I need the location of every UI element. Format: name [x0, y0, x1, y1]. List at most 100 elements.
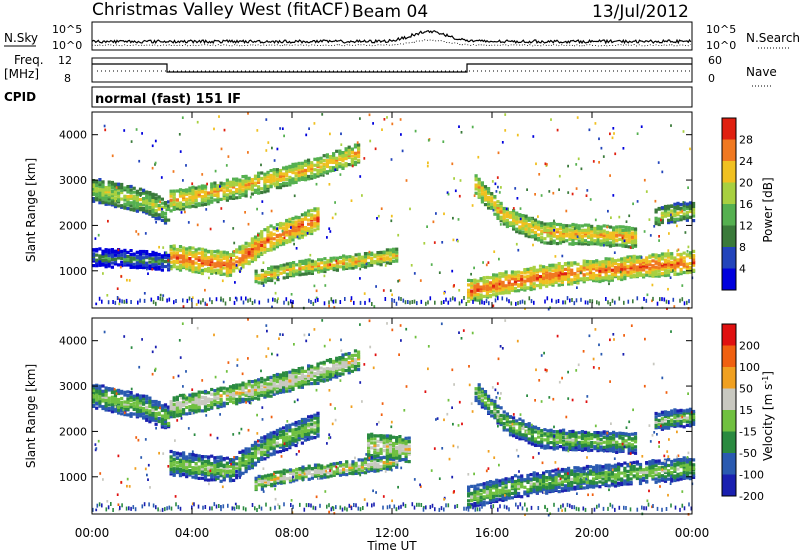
- noise-cell: [315, 296, 318, 300]
- data-cell: [167, 204, 171, 208]
- data-cell: [278, 238, 283, 242]
- power-data: [92, 112, 696, 311]
- data-cell: [657, 217, 661, 221]
- data-cell: [250, 387, 254, 391]
- data-cell: [260, 190, 264, 195]
- data-cell: [129, 403, 133, 407]
- data-cell: [537, 223, 541, 227]
- noise-cell: [657, 161, 660, 164]
- data-cell: [363, 252, 368, 256]
- noise-cell: [497, 185, 499, 189]
- data-cell: [510, 272, 514, 276]
- data-cell: [278, 174, 283, 178]
- data-cell: [338, 162, 342, 166]
- data-cell: [172, 415, 176, 419]
- ground-cell: [465, 302, 468, 306]
- data-cell: [244, 254, 248, 258]
- data-cell: [376, 465, 380, 469]
- data-cell: [169, 254, 173, 258]
- data-cell: [568, 228, 572, 232]
- data-cell: [607, 269, 611, 273]
- data-cell: [285, 376, 289, 380]
- data-cell: [107, 387, 111, 391]
- data-cell: [238, 250, 242, 254]
- data-cell: [282, 471, 286, 475]
- data-cell: [200, 264, 204, 268]
- data-cell: [599, 243, 603, 247]
- data-cell: [498, 288, 502, 292]
- data-cell: [247, 384, 251, 388]
- data-cell: [288, 468, 293, 472]
- data-cell: [247, 252, 251, 256]
- data-cell: [348, 463, 352, 467]
- noise-cell: [102, 272, 104, 275]
- data-cell: [499, 210, 503, 214]
- data-cell: [341, 154, 345, 158]
- data-cell: [101, 190, 105, 195]
- data-cell: [313, 157, 317, 161]
- data-cell: [160, 197, 164, 201]
- data-cell: [207, 391, 211, 395]
- data-cell: [178, 201, 183, 205]
- data-cell: [188, 263, 192, 267]
- data-cell: [571, 222, 575, 227]
- data-cell: [508, 221, 513, 225]
- data-cell: [188, 251, 192, 255]
- data-cell: [282, 231, 286, 235]
- noise-cell: [427, 161, 429, 165]
- data-cell: [291, 232, 295, 236]
- data-cell: [549, 241, 553, 245]
- data-cell: [323, 469, 327, 473]
- noise-cell: [329, 263, 331, 266]
- data-cell: [630, 245, 634, 249]
- data-cell: [269, 386, 273, 390]
- noise-cell: [321, 113, 324, 116]
- data-cell: [182, 456, 186, 460]
- noise-cell: [227, 274, 229, 277]
- data-cell: [557, 271, 561, 275]
- data-cell: [232, 196, 236, 200]
- data-cell: [613, 265, 618, 269]
- data-cell: [651, 259, 655, 263]
- data-cell: [294, 437, 298, 441]
- data-cell: [98, 182, 102, 186]
- data-cell: [310, 422, 314, 426]
- data-cell: [92, 397, 96, 401]
- noise-cell: [262, 284, 265, 287]
- data-cell: [282, 371, 286, 375]
- data-cell: [627, 228, 631, 232]
- data-cell: [670, 220, 674, 224]
- data-cell: [360, 465, 364, 469]
- data-cell: [257, 459, 261, 463]
- data-cell: [191, 475, 195, 479]
- data-cell: [535, 284, 539, 288]
- data-cell: [617, 258, 621, 262]
- data-cell: [200, 455, 204, 459]
- data-cell: [479, 289, 483, 293]
- data-cell: [476, 288, 480, 292]
- data-cell: [612, 236, 616, 240]
- ground-cell: [150, 297, 153, 302]
- data-cell: [592, 265, 596, 269]
- data-cell: [608, 244, 613, 248]
- data-cell: [235, 196, 239, 200]
- noise-cell: [195, 303, 198, 306]
- data-cell: [172, 202, 176, 206]
- data-cell: [554, 263, 558, 267]
- ground-cell: [209, 297, 211, 302]
- data-cell: [620, 277, 624, 282]
- data-cell: [200, 461, 204, 465]
- ground-cell: [186, 298, 189, 303]
- data-cell: [470, 285, 474, 289]
- ground-cell: [483, 300, 486, 305]
- data-cell: [129, 194, 133, 198]
- data-cell: [270, 268, 274, 272]
- data-cell: [685, 205, 689, 209]
- data-cell: [222, 473, 226, 477]
- data-cell: [232, 464, 236, 468]
- data-cell: [126, 250, 130, 254]
- data-cell: [328, 158, 333, 162]
- data-cell: [273, 474, 277, 478]
- ground-cell: [350, 296, 353, 301]
- data-cell: [203, 478, 208, 482]
